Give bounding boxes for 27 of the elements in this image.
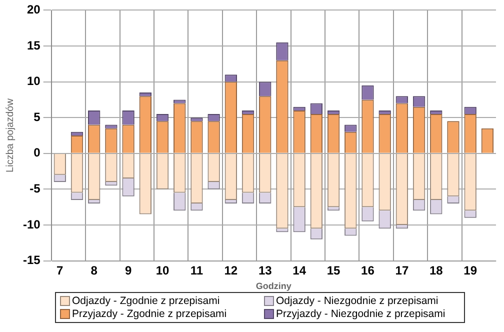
x-tick-label: 12 [224, 263, 238, 278]
x-tick-label: 18 [429, 263, 444, 278]
x-tick-label: 13 [258, 263, 272, 278]
y-tick-label: -5 [30, 182, 41, 196]
y-tick-label: -10 [23, 217, 41, 232]
y-axis-title: Liczba pojazdów [4, 98, 16, 172]
y-tick-label: 0 [34, 146, 41, 160]
legend-label: Odjazdy - Zgodnie z przepisami [71, 295, 221, 307]
y-tick-label: 5 [34, 110, 41, 124]
x-tick-label: 17 [395, 263, 409, 278]
x-tick-label: 10 [156, 263, 170, 278]
legend-label: Odjazdy - Niezgodnie z przepisami [275, 295, 440, 307]
x-tick-label: 11 [190, 263, 204, 278]
x-tick-label: 7 [56, 263, 64, 278]
y-tick-label: 10 [26, 74, 41, 88]
y-tick-label: 20 [26, 2, 41, 17]
x-tick-label: 9 [124, 263, 132, 278]
x-tick-label: 8 [90, 263, 98, 278]
y-tick-label: 15 [26, 38, 41, 52]
x-tick-label: 19 [464, 263, 478, 278]
x-tick-label: 16 [361, 263, 375, 278]
legend-label: Przyjazdy - Zgodnie z przepisami [71, 308, 228, 320]
x-tick-label: 15 [326, 263, 341, 278]
x-axis-title: Godziny [256, 281, 292, 292]
legend-label: Przyjazdy - Niezgodnie z przepisami [275, 308, 446, 320]
y-tick-label: -15 [23, 253, 41, 268]
x-tick-label: 14 [292, 263, 306, 278]
